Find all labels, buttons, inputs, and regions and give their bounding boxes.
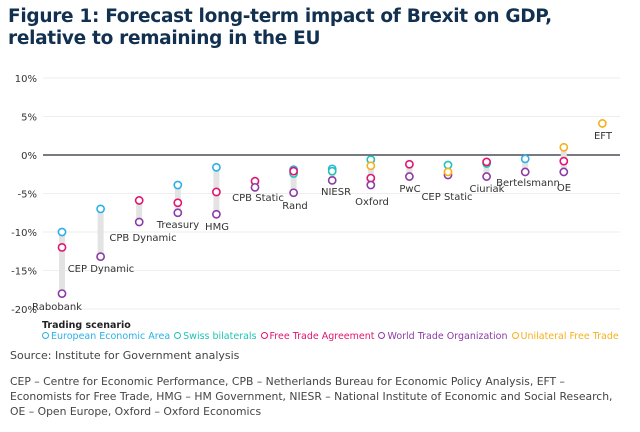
data-point-wto: [559, 167, 569, 177]
study-label: HMG: [205, 222, 229, 233]
data-point-fta: [57, 242, 67, 252]
study-label: Oxford: [355, 197, 389, 208]
legend-marker-icon: [511, 332, 519, 339]
data-point-fta: [211, 187, 221, 197]
data-point-wto: [250, 182, 260, 192]
study-label: CPB Static: [232, 193, 284, 204]
legend-item-uft: Unilateral Free Trade: [511, 331, 619, 342]
data-point-wto: [404, 172, 414, 181]
y-tick-label: -10%: [11, 228, 37, 239]
abbreviations-note: CEP – Centre for Economic Performance, C…: [10, 375, 613, 418]
data-point-fta: [559, 156, 569, 166]
legend-label: Free Trade Agreement: [269, 331, 375, 342]
y-tick-label: -5%: [18, 190, 37, 201]
data-point-eea: [520, 154, 530, 164]
data-point-wto: [211, 209, 221, 219]
legend-item-swiss: Swiss bilaterals: [174, 331, 257, 342]
chart-plot: 10% 5% 0% -5% -10% -15% -20%Rabobank CEP Dynami…: [11, 74, 620, 316]
study-label: PwC: [399, 184, 420, 195]
data-point-fta: [366, 173, 376, 183]
study-label: Bertelsmann: [496, 178, 560, 189]
data-point-fta: [482, 157, 491, 167]
legend-marker-icon: [378, 332, 386, 339]
study-label: Rand: [282, 201, 308, 212]
data-point-wto: [520, 167, 530, 177]
data-point-uft: [598, 119, 607, 128]
study-label: NIESR: [321, 187, 351, 198]
source-note: Source: Institute for Government analysi…: [10, 349, 240, 362]
data-point-wto: [57, 289, 67, 298]
y-tick-label: 5%: [21, 113, 37, 124]
legend: Trading scenario European Economic Area S…: [42, 320, 623, 342]
y-tick-label: 0%: [21, 151, 37, 162]
legend-label: European Economic Area: [51, 331, 171, 342]
legend-label: Unilateral Free Trade: [520, 331, 619, 342]
data-point-wto: [96, 252, 105, 262]
legend-title: Trading scenario: [42, 320, 131, 331]
data-point-swiss: [443, 160, 453, 170]
data-point-swiss: [327, 166, 337, 176]
data-point-eea: [57, 227, 67, 237]
study-label: CEP Static: [421, 192, 472, 203]
legend-marker-icon: [174, 332, 182, 339]
legend-marker-icon: [260, 332, 268, 339]
data-point-wto: [134, 217, 144, 227]
data-point-wto: [482, 172, 491, 181]
data-point-wto: [289, 188, 298, 198]
legend-marker-icon: [42, 332, 49, 339]
data-point-uft: [443, 167, 453, 177]
y-tick-label: 10%: [15, 74, 37, 85]
study-label: Ciuriak: [470, 184, 505, 195]
data-point-eea: [211, 162, 221, 172]
data-point-fta: [289, 166, 298, 176]
chart-title: Figure 1: Forecast long-term impact of B…: [8, 6, 552, 49]
legend-item-fta: Free Trade Agreement: [260, 331, 375, 342]
study-label: EFT: [594, 131, 613, 142]
study-label: CEP Dynamic: [68, 264, 135, 275]
study-label: OE: [557, 183, 571, 194]
data-point-uft: [366, 161, 376, 171]
data-point-eea: [173, 180, 183, 190]
data-point-fta: [134, 196, 144, 205]
data-point-wto: [327, 176, 337, 185]
data-point-wto: [366, 180, 376, 190]
data-point-wto: [173, 208, 183, 218]
data-point-eea: [96, 204, 105, 214]
legend-label: World Trade Organization: [387, 331, 508, 342]
legend-item-wto: World Trade Organization: [378, 331, 508, 342]
y-tick-label: -20%: [11, 305, 37, 316]
legend-label: Swiss bilaterals: [183, 331, 257, 342]
y-tick-label: -15%: [11, 267, 37, 278]
study-label: Treasury: [156, 220, 199, 231]
legend-item-eea: European Economic Area: [42, 331, 170, 342]
data-point-fta: [173, 198, 183, 208]
data-point-uft: [559, 142, 569, 152]
study-label: CPB Dynamic: [109, 233, 176, 244]
study-label: Rabobank: [32, 302, 82, 313]
data-point-fta: [404, 159, 414, 169]
